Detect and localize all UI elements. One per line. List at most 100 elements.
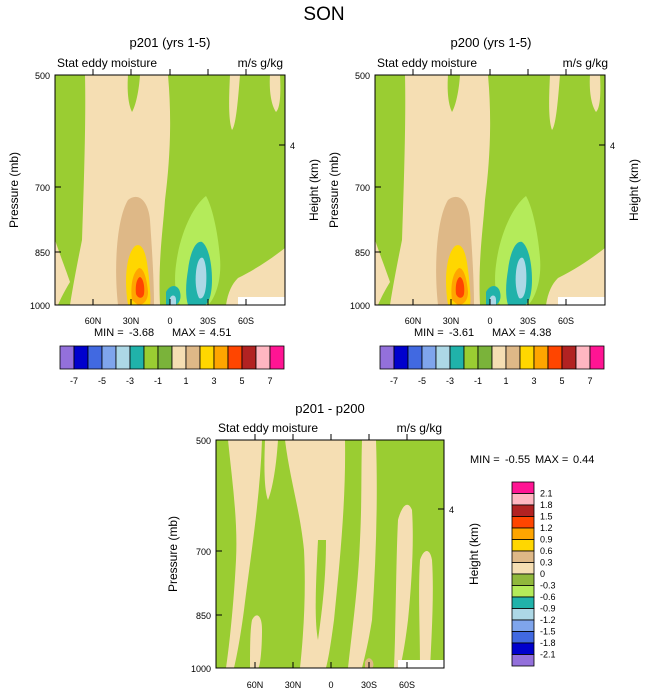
min-value: -3.61 bbox=[449, 327, 474, 339]
colorbar-label: -1 bbox=[154, 376, 162, 386]
colorbar-swatch bbox=[511, 539, 535, 552]
colorbar-swatch bbox=[561, 345, 577, 370]
colorbar-label: -0.9 bbox=[540, 604, 556, 614]
colorbar-label: 1.8 bbox=[540, 500, 553, 510]
colorbar-swatch bbox=[213, 345, 229, 370]
y-tick-label: 700 bbox=[196, 547, 211, 557]
colorbar-label: -1.8 bbox=[540, 638, 556, 648]
panel-p201: p201 (yrs 1-5) Stat eddy moisture m/s g/… bbox=[7, 35, 321, 386]
colorbar-label: -3 bbox=[126, 376, 134, 386]
colorbar-swatch bbox=[421, 345, 437, 370]
colorbar-label: -0.3 bbox=[540, 581, 556, 591]
contour-region bbox=[455, 277, 465, 298]
x-tick-label: 30S bbox=[200, 316, 216, 326]
contour-region bbox=[229, 75, 240, 130]
colorbar-label: -5 bbox=[418, 376, 426, 386]
contour-field bbox=[216, 440, 444, 668]
colorbar-swatch bbox=[511, 573, 535, 586]
colorbar-label: 0 bbox=[540, 569, 545, 579]
colorbar-swatch bbox=[463, 345, 479, 370]
missing-region bbox=[558, 297, 605, 305]
contour-region bbox=[55, 75, 86, 305]
contour-region bbox=[127, 75, 140, 112]
y-tick-label: 500 bbox=[355, 71, 370, 81]
colorbar-labels: 2.11.8 1.51.2 0.90.6 0.30 -0.3-0.6 -0.9-1.2 -1… bbox=[540, 489, 556, 660]
colorbar-label: -3 bbox=[446, 376, 454, 386]
colorbar-swatch bbox=[511, 608, 535, 621]
contour-region bbox=[447, 75, 460, 112]
x-tick-label: 60N bbox=[247, 680, 264, 690]
contour-field bbox=[375, 75, 605, 305]
colorbar-main bbox=[379, 345, 605, 370]
contour-region bbox=[315, 540, 326, 640]
x-tick-label: 60S bbox=[558, 316, 574, 326]
colorbar-label: -1 bbox=[474, 376, 482, 386]
colorbar-swatch bbox=[511, 619, 535, 632]
colorbar-swatch bbox=[511, 654, 535, 667]
x-tick-label: 60N bbox=[85, 316, 102, 326]
colorbar-swatch bbox=[491, 345, 507, 370]
colorbar-swatch bbox=[449, 345, 465, 370]
y-tick-label: 1000 bbox=[30, 301, 50, 311]
colorbar-swatch bbox=[227, 345, 243, 370]
y2-tick-label: 4 bbox=[610, 141, 615, 151]
colorbar-label: 0.3 bbox=[540, 558, 553, 568]
colorbar-swatch bbox=[59, 345, 75, 370]
y-tick-label: 1000 bbox=[191, 664, 211, 674]
x-tick-label: 60S bbox=[399, 680, 415, 690]
colorbar-swatch bbox=[589, 345, 605, 370]
colorbar-swatch bbox=[87, 345, 103, 370]
contour-region bbox=[419, 551, 433, 668]
colorbar-label: -1.5 bbox=[540, 627, 556, 637]
max-value: 4.51 bbox=[210, 327, 231, 339]
contour-region bbox=[348, 440, 377, 668]
colorbar-swatch bbox=[511, 631, 535, 644]
min-label: MIN = bbox=[414, 327, 444, 339]
colorbar-swatch bbox=[533, 345, 549, 370]
plot-frame bbox=[215, 439, 445, 669]
max-label: MAX = bbox=[535, 454, 568, 466]
y-axis-label: Pressure (mb) bbox=[327, 152, 341, 228]
contour-region bbox=[285, 440, 346, 668]
colorbar-swatch bbox=[157, 345, 173, 370]
right-string: m/s g/kg bbox=[238, 56, 283, 70]
contour-region bbox=[170, 295, 176, 305]
contour-region bbox=[269, 75, 281, 112]
colorbar-swatch bbox=[115, 345, 131, 370]
max-value: 0.44 bbox=[573, 454, 594, 466]
colorbar-swatch bbox=[129, 345, 145, 370]
y-tick-label: 700 bbox=[35, 183, 50, 193]
colorbar-label: -1.2 bbox=[540, 615, 556, 625]
colorbar-swatch bbox=[73, 345, 89, 370]
contour-region bbox=[589, 75, 601, 112]
colorbar-label: 7 bbox=[587, 376, 592, 386]
contour-region bbox=[375, 75, 406, 305]
colorbar-swatch bbox=[505, 345, 521, 370]
contour-region bbox=[195, 257, 207, 299]
colorbar-diff bbox=[511, 481, 535, 667]
y-tick-label: 850 bbox=[35, 248, 50, 258]
colorbar-swatch bbox=[511, 642, 535, 655]
colorbar-swatch bbox=[185, 345, 201, 370]
colorbar-swatch bbox=[547, 345, 563, 370]
colorbar-swatch bbox=[477, 345, 493, 370]
colorbar-swatch bbox=[511, 516, 535, 529]
colorbar-label: -5 bbox=[98, 376, 106, 386]
panel-diff: p201 - p200 Stat eddy moisture m/s g/kg … bbox=[166, 401, 594, 690]
panel-p200: p200 (yrs 1-5) Stat eddy moisture m/s g/… bbox=[327, 35, 641, 386]
missing-region bbox=[238, 297, 285, 305]
y-axis-label: Pressure (mb) bbox=[166, 516, 180, 592]
colorbar-label: 5 bbox=[239, 376, 244, 386]
colorbar-labels: -7 -5 -3 -1 1 3 5 7 bbox=[390, 376, 593, 386]
y-axis-label: Pressure (mb) bbox=[7, 152, 21, 228]
colorbar-swatch bbox=[143, 345, 159, 370]
min-value: -0.55 bbox=[505, 454, 530, 466]
colorbar-label: 1 bbox=[183, 376, 188, 386]
panel-title: p201 - p200 bbox=[295, 401, 364, 416]
y-tick-label: 1000 bbox=[350, 301, 370, 311]
x-tick-label: 30S bbox=[520, 316, 536, 326]
right-string: m/s g/kg bbox=[563, 56, 608, 70]
x-tick-label: 60N bbox=[405, 316, 422, 326]
y2-axis-label: Height (km) bbox=[627, 159, 641, 221]
min-label: MIN = bbox=[470, 454, 500, 466]
